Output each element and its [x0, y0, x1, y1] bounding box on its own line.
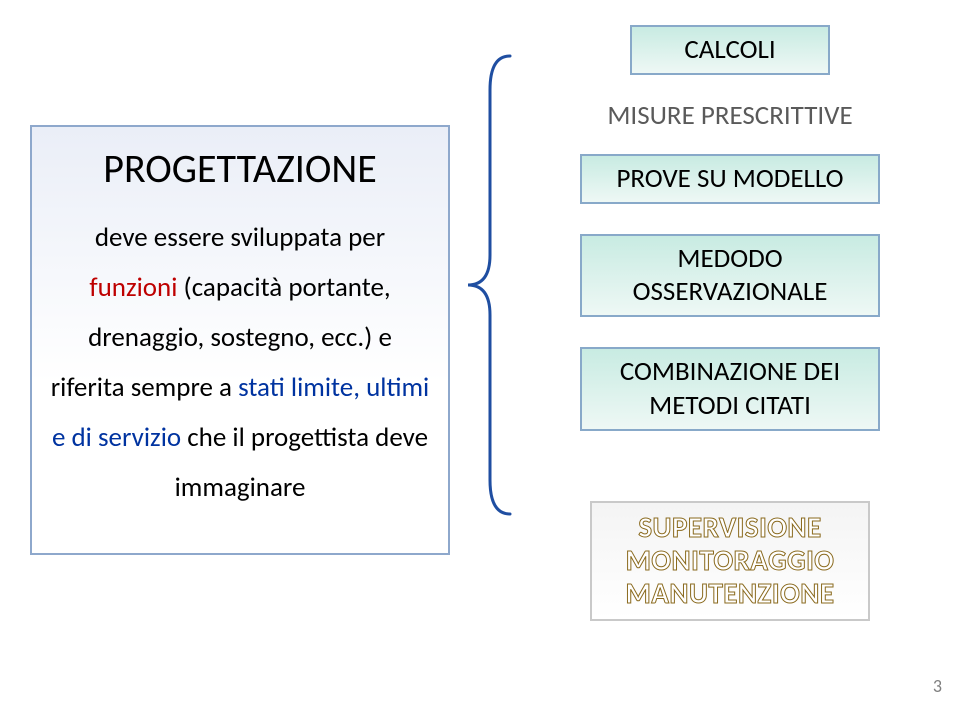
prove-text: PROVE SU MODELLO	[616, 162, 843, 195]
comb-l2: METODI CITATI	[649, 389, 811, 422]
left-body: deve essere sviluppata per funzioni (cap…	[50, 213, 430, 513]
outline-l3: MANUTENZIONE	[598, 577, 862, 610]
box-calcoli: CALCOLI	[630, 25, 830, 75]
left-panel: PROGETTAZIONE deve essere sviluppata per…	[30, 125, 450, 555]
medodo-l1: MEDODO	[677, 242, 782, 275]
outline-l1: SUPERVISIONE	[598, 511, 862, 544]
box-prove: PROVE SU MODELLO	[580, 154, 880, 204]
brace-icon	[460, 50, 520, 520]
subtitle-misure: MISURE PRESCRITTIVE	[540, 99, 920, 132]
outline-l2: MONITORAGGIO	[598, 544, 862, 577]
comb-l1: COMBINAZIONE DEI	[620, 355, 840, 388]
body-seg-3: che il progettista deve immaginare	[175, 421, 428, 504]
box-supervisione: SUPERVISIONE MONITORAGGIO MANUTENZIONE	[590, 501, 870, 621]
left-title: PROGETTAZIONE	[50, 147, 430, 191]
body-seg-1: deve essere sviluppata per	[95, 221, 385, 254]
box-medodo: MEDODO OSSERVAZIONALE	[580, 234, 880, 318]
body-red: funzioni	[89, 271, 177, 304]
right-column: CALCOLI MISURE PRESCRITTIVE PROVE SU MOD…	[540, 25, 920, 621]
calcoli-text: CALCOLI	[684, 33, 775, 66]
medodo-l2: OSSERVAZIONALE	[633, 275, 828, 308]
page-number: 3	[933, 675, 942, 697]
box-combinazione: COMBINAZIONE DEI METODI CITATI	[580, 347, 880, 431]
slide: PROGETTAZIONE deve essere sviluppata per…	[0, 0, 960, 707]
